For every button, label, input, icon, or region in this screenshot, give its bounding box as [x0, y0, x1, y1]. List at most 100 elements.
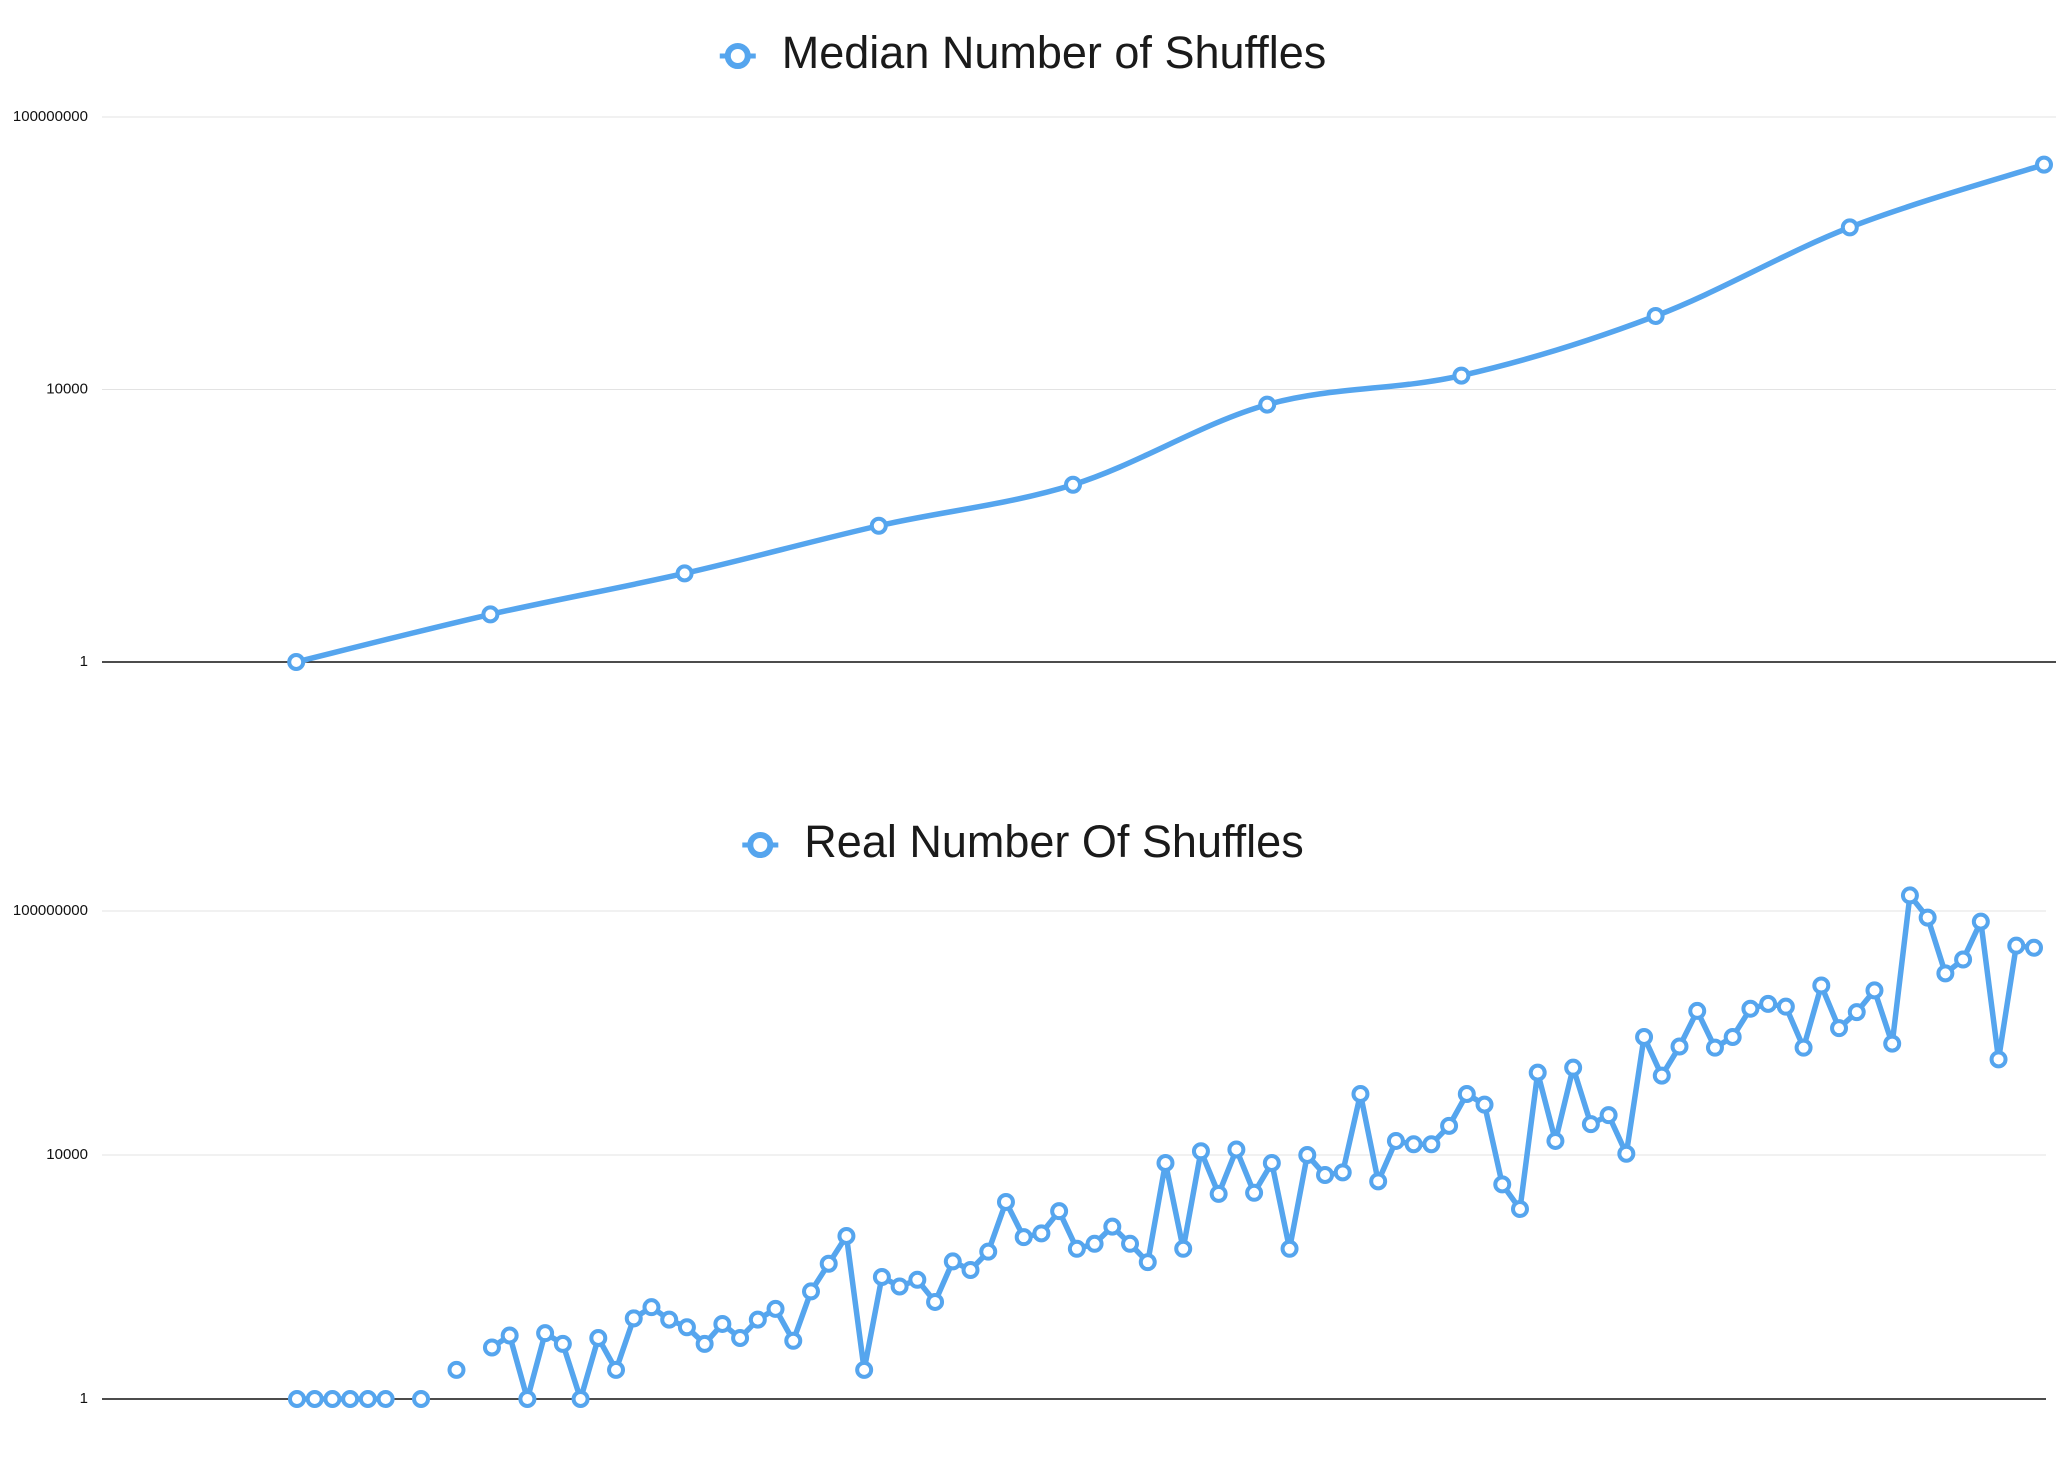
- data-point: [1050, 1202, 1069, 1221]
- data-point: [979, 1242, 998, 1261]
- data-point: [1103, 1217, 1122, 1236]
- data-point: [1064, 475, 1082, 494]
- data-point: [1918, 908, 1937, 927]
- data-point: [1258, 395, 1277, 414]
- data-point: [447, 1360, 466, 1379]
- data-point: [358, 1390, 377, 1408]
- data-point: [1688, 1001, 1707, 1020]
- data-point: [1457, 1085, 1476, 1103]
- data-point: [1174, 1239, 1193, 1258]
- data-point: [1227, 1140, 1246, 1159]
- y-tick-label: 1: [80, 1390, 88, 1407]
- data-point: [1581, 1115, 1600, 1134]
- data-point: [748, 1310, 767, 1329]
- data-point: [1564, 1058, 1583, 1077]
- data-point: [869, 516, 888, 535]
- data-point: [500, 1326, 519, 1345]
- data-point: [1989, 1050, 2008, 1069]
- data-point: [943, 1252, 962, 1271]
- data-point: [1493, 1175, 1512, 1194]
- data-point: [1812, 976, 1831, 995]
- data-point: [1776, 997, 1795, 1016]
- data-point: [1847, 1003, 1866, 1022]
- data-point: [1298, 1146, 1317, 1164]
- series-line: [293, 161, 2047, 665]
- data-point: [908, 1270, 927, 1289]
- data-point: [536, 1324, 555, 1343]
- data-point: [1032, 1224, 1051, 1243]
- data-point: [2035, 155, 2053, 174]
- data-point: [341, 1390, 360, 1408]
- y-tick-label: 100000000: [13, 108, 88, 125]
- data-point: [1262, 1153, 1281, 1172]
- data-point: [1191, 1142, 1210, 1161]
- data-point: [1646, 306, 1665, 325]
- data-point: [1333, 1163, 1352, 1182]
- data-point: [713, 1314, 732, 1333]
- data-point: [482, 1338, 501, 1357]
- data-point: [1121, 1234, 1140, 1253]
- y-tick-label: 100000000: [13, 902, 88, 919]
- y-tick-label: 10000: [46, 1146, 88, 1163]
- data-point: [1883, 1034, 1902, 1053]
- data-point: [660, 1310, 679, 1329]
- data-point: [518, 1390, 537, 1408]
- data-point: [1245, 1183, 1264, 1202]
- data-point: [1599, 1106, 1618, 1125]
- data-point: [890, 1277, 909, 1296]
- data-point: [1652, 1066, 1671, 1085]
- data-point: [1014, 1228, 1033, 1247]
- data-point: [872, 1268, 891, 1286]
- data-point: [1475, 1095, 1494, 1114]
- data-point: [287, 1390, 306, 1408]
- legend-label: Real Number Of Shuffles: [804, 816, 1303, 867]
- data-point: [996, 1192, 1015, 1211]
- data-point: [412, 1390, 431, 1408]
- data-point: [1452, 366, 1471, 385]
- data-point: [481, 605, 500, 624]
- y-tick-label: 10000: [46, 380, 88, 397]
- data-point: [1440, 1116, 1459, 1135]
- data-point: [1794, 1038, 1813, 1057]
- data-point: [642, 1298, 661, 1317]
- legend-marker: [724, 43, 751, 69]
- data-point: [571, 1390, 590, 1408]
- data-point: [801, 1282, 820, 1301]
- data-point: [1840, 218, 1859, 237]
- data-point: [1954, 950, 1973, 969]
- data-point: [837, 1227, 856, 1246]
- legend-label: Median Number of Shuffles: [782, 27, 1326, 78]
- data-point: [1067, 1239, 1086, 1258]
- data-point: [589, 1329, 608, 1347]
- data-point: [1546, 1131, 1565, 1150]
- data-point: [731, 1329, 750, 1347]
- data-point: [1971, 912, 1990, 931]
- data-point: [323, 1390, 342, 1408]
- data-point: [1670, 1037, 1689, 1056]
- data-point: [287, 653, 306, 671]
- data-point: [926, 1292, 945, 1311]
- data-point: [553, 1334, 572, 1353]
- data-point: [1351, 1085, 1370, 1103]
- data-point: [1617, 1144, 1636, 1163]
- data-point: [624, 1309, 643, 1328]
- data-point: [1386, 1131, 1405, 1150]
- data-point: [607, 1360, 626, 1379]
- data-point: [305, 1390, 324, 1408]
- y-tick-label: 1: [80, 653, 88, 670]
- data-point: [677, 1318, 696, 1337]
- data-point: [1723, 1027, 1742, 1046]
- legend: Real Number Of Shuffles: [742, 816, 1304, 867]
- data-point: [2007, 936, 2026, 955]
- data-point: [784, 1331, 803, 1350]
- data-point: [1085, 1234, 1104, 1253]
- data-point: [1422, 1135, 1441, 1154]
- legend-marker: [747, 832, 774, 858]
- data-point: [1510, 1200, 1529, 1219]
- data-point: [1865, 981, 1884, 1000]
- data-point: [1209, 1184, 1228, 1203]
- data-point: [1156, 1153, 1175, 1172]
- data-point: [1936, 964, 1955, 983]
- data-point: [1705, 1038, 1724, 1057]
